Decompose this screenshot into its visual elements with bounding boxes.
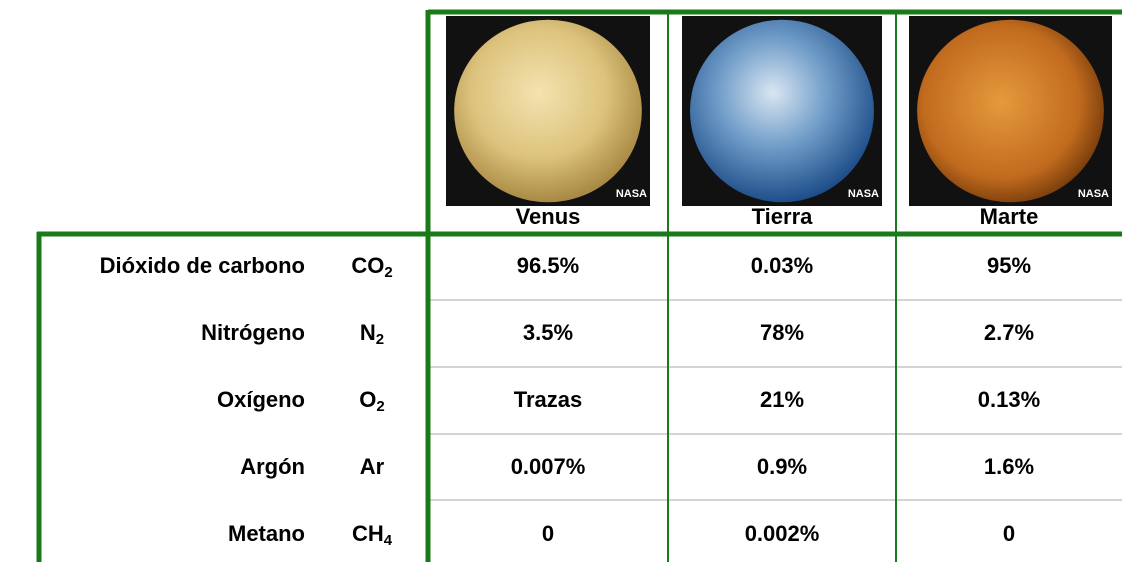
planet-disc	[690, 19, 874, 203]
cell-value: 21%	[760, 387, 804, 412]
gas-name: Oxígeno	[217, 387, 305, 412]
cell-value: 0.007%	[511, 454, 586, 479]
planet-name: Tierra	[752, 204, 814, 229]
formula-base: O	[359, 387, 376, 412]
cell-value: 95%	[987, 253, 1031, 278]
gas-name: Argón	[240, 454, 305, 479]
planet-name: Venus	[516, 204, 581, 229]
cell-value: 0	[542, 521, 554, 546]
gas-formula: CO2	[351, 253, 392, 281]
formula-base: Ar	[360, 454, 385, 479]
planet-image: NASA	[682, 16, 882, 206]
gas-name: Nitrógeno	[201, 320, 305, 345]
planet-name: Marte	[980, 204, 1039, 229]
cell-value: 0.002%	[745, 521, 820, 546]
formula-subscript: 4	[384, 532, 393, 549]
planet-disc	[917, 19, 1104, 203]
image-credit: NASA	[1078, 188, 1109, 200]
planet-image: NASA	[446, 16, 650, 206]
gas-name: Dióxido de carbono	[100, 253, 305, 278]
planet-disc	[454, 19, 642, 203]
gas-name: Metano	[228, 521, 305, 546]
cell-value: 1.6%	[984, 454, 1034, 479]
cell-value: 0	[1003, 521, 1015, 546]
cell-value: 3.5%	[523, 320, 573, 345]
gas-formula: Ar	[360, 454, 385, 479]
grid-lines	[36, 9, 1122, 562]
cell-value: 0.03%	[751, 253, 813, 278]
cell-value: 96.5%	[517, 253, 579, 278]
gas-formula: O2	[359, 387, 384, 415]
formula-subscript: 2	[376, 331, 384, 348]
formula-base: CO	[351, 253, 384, 278]
image-credit: NASA	[848, 188, 879, 200]
cell-value: 0.13%	[978, 387, 1040, 412]
cell-value: 78%	[760, 320, 804, 345]
cell-value: Trazas	[514, 387, 583, 412]
gas-formula: CH4	[352, 521, 393, 549]
planet-image: NASA	[909, 16, 1112, 206]
cell-value: 0.9%	[757, 454, 807, 479]
formula-subscript: 2	[376, 398, 384, 415]
image-credit: NASA	[616, 188, 647, 200]
formula-subscript: 2	[384, 264, 392, 281]
gas-formula: N2	[360, 320, 384, 348]
cell-value: 2.7%	[984, 320, 1034, 345]
formula-base: CH	[352, 521, 384, 546]
formula-base: N	[360, 320, 376, 345]
